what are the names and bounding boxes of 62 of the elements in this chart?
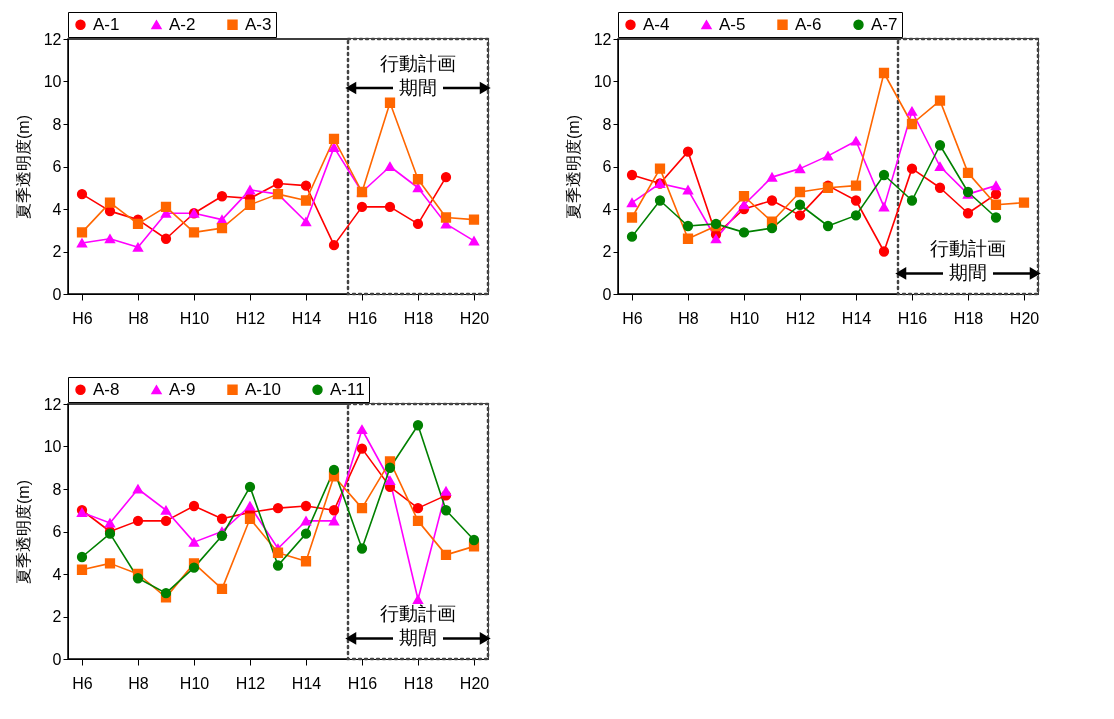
- legend-label: A-10: [245, 379, 281, 399]
- y-tick-label: 6: [602, 158, 612, 175]
- legend-label: A-9: [169, 379, 196, 399]
- legend-label: A-3: [245, 14, 272, 34]
- x-tick-label: H10: [729, 309, 760, 327]
- y-tick-label: 8: [52, 480, 62, 498]
- y-tick-label: 6: [52, 158, 62, 175]
- y-tick-label: 12: [43, 395, 62, 413]
- y-tick-label: 10: [593, 73, 612, 90]
- x-tick-label: H20: [459, 674, 490, 692]
- y-tick-label: 12: [43, 30, 62, 48]
- y-tick-label: 8: [52, 115, 62, 133]
- y-tick-label: 2: [52, 243, 62, 260]
- x-tick-label: H6: [622, 309, 643, 327]
- y-tick-label: 10: [43, 438, 62, 455]
- y-tick-label: 10: [43, 73, 62, 90]
- band-label: 行動計画期間: [380, 602, 456, 649]
- y-tick-label: 12: [593, 30, 612, 48]
- band-label: 行動計画期間: [930, 237, 1006, 284]
- y-tick-label: 0: [602, 285, 612, 303]
- x-tick-label: H12: [785, 309, 816, 327]
- x-tick-label: H20: [459, 309, 490, 327]
- legend-label: A-2: [169, 14, 196, 34]
- x-tick-label: H18: [403, 674, 434, 692]
- y-tick-label: 2: [52, 608, 62, 625]
- legend-label: A-7: [871, 14, 898, 34]
- x-tick-label: H18: [403, 309, 434, 327]
- y-tick-label: 0: [52, 285, 62, 303]
- y-tick-label: 0: [52, 650, 62, 668]
- x-tick-label: H6: [72, 309, 93, 327]
- x-tick-label: H20: [1009, 309, 1040, 327]
- band-label: 行動計画期間: [380, 52, 456, 98]
- x-tick-label: H14: [291, 674, 322, 692]
- x-tick-label: H12: [235, 674, 266, 692]
- x-tick-label: H16: [897, 309, 928, 327]
- legend-label: A-11: [330, 379, 365, 399]
- x-tick-label: H16: [347, 674, 378, 692]
- y-axis-title: 夏季透明度(m): [14, 480, 32, 584]
- y-tick-label: 4: [52, 200, 62, 218]
- x-tick-label: H14: [291, 309, 322, 327]
- x-tick-label: H8: [128, 674, 149, 692]
- y-axis-title: 夏季透明度(m): [14, 115, 32, 219]
- x-tick-label: H10: [179, 674, 210, 692]
- legend-label: A-5: [719, 14, 746, 34]
- x-tick-label: H8: [678, 309, 699, 327]
- y-tick-label: 2: [602, 243, 612, 260]
- x-tick-label: H14: [841, 309, 872, 327]
- x-tick-label: H12: [235, 309, 266, 327]
- legend-label: A-4: [643, 14, 670, 34]
- y-axis-title: 夏季透明度(m): [564, 115, 582, 219]
- x-tick-label: H8: [128, 309, 149, 327]
- legend-label: A-1: [93, 14, 120, 34]
- x-tick-label: H10: [179, 309, 210, 327]
- y-tick-label: 6: [52, 523, 62, 540]
- legend-label: A-6: [795, 14, 822, 34]
- x-tick-label: H18: [953, 309, 984, 327]
- x-tick-label: H16: [347, 309, 378, 327]
- y-tick-label: 4: [52, 565, 62, 583]
- legend-label: A-8: [93, 379, 120, 399]
- y-tick-label: 8: [602, 115, 612, 133]
- y-tick-label: 4: [602, 200, 612, 218]
- x-tick-label: H6: [72, 674, 93, 692]
